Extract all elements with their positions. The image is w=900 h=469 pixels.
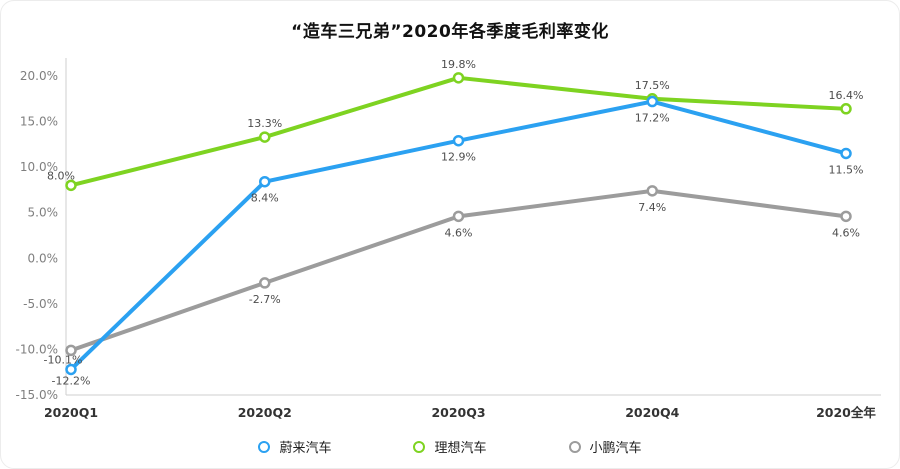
y-tick-label: 20.0% [20, 69, 58, 83]
data-label: 13.3% [247, 117, 282, 130]
data-label: 8.4% [251, 192, 279, 205]
data-label: 7.4% [638, 201, 666, 214]
legend-item-nio: 蔚来汽车 [258, 437, 331, 456]
data-point [452, 134, 465, 147]
data-point [259, 277, 271, 289]
x-tick-label: 2020Q4 [625, 405, 679, 420]
data-label: 11.5% [829, 163, 864, 176]
data-point [840, 147, 852, 160]
legend-label: 小鹏汽车 [589, 441, 642, 456]
data-point [65, 179, 77, 192]
data-point [65, 363, 77, 376]
y-tick-label: 15.0% [20, 115, 58, 129]
data-label: 8.0% [47, 169, 75, 182]
data-label: -2.7% [249, 293, 281, 306]
data-label: -12.2% [52, 374, 91, 387]
data-label: 12.9% [441, 151, 476, 164]
data-label: -10.1% [44, 353, 83, 366]
legend-label: 蔚来汽车 [279, 441, 332, 456]
line-chart: 20.0% 15.0% 10.0% 5.0% 0.0% -5.0% -10.0% -15.0%… [1, 50, 899, 425]
data-point [646, 95, 658, 108]
data-point [259, 131, 271, 143]
data-label: 16.4% [829, 89, 864, 102]
y-tick-label: 0.0% [28, 251, 59, 265]
y-tick-label: -10.0% [16, 342, 58, 356]
data-point [65, 344, 77, 357]
x-tick-label: 2020Q3 [431, 405, 485, 420]
y-tick-label: -5.0% [23, 297, 58, 311]
legend-marker-icon [413, 440, 426, 453]
x-tick-label: 2020全年 [816, 405, 876, 420]
data-point [259, 175, 271, 188]
data-label: 17.5% [635, 79, 670, 92]
x-tick-label: 2020Q1 [44, 405, 98, 420]
data-label: 4.6% [832, 226, 860, 239]
data-point [840, 103, 852, 115]
legend-label: 理想汽车 [434, 441, 487, 456]
chart-legend: 蔚来汽车 理想汽车 小鹏汽车 [1, 437, 899, 456]
y-tick-label: 5.0% [28, 206, 59, 220]
chart-title: “造车三兄弟”2020年各季度毛利率变化 [291, 22, 609, 42]
data-label: 4.6% [445, 226, 473, 239]
y-tick-label: 10.0% [20, 160, 58, 174]
legend-marker-icon [568, 440, 581, 453]
chart-canvas: 20.0% 15.0% 10.0% 5.0% 0.0% -5.0% -10.0% -15.0%… [16, 58, 881, 420]
x-tick-label: 2020Q2 [238, 405, 292, 420]
data-point [646, 185, 658, 197]
legend-marker-icon [258, 440, 271, 453]
data-label: 19.8% [441, 58, 476, 71]
legend-item-li-auto: 理想汽车 [413, 437, 487, 456]
data-point [452, 72, 465, 84]
y-tick-label: -15.0% [16, 388, 58, 402]
data-label: 17.2% [635, 112, 670, 125]
legend-item-xpeng: 小鹏汽车 [568, 437, 642, 456]
data-point [840, 210, 852, 223]
data-point [452, 210, 465, 223]
series-line-1 [69, 75, 848, 188]
